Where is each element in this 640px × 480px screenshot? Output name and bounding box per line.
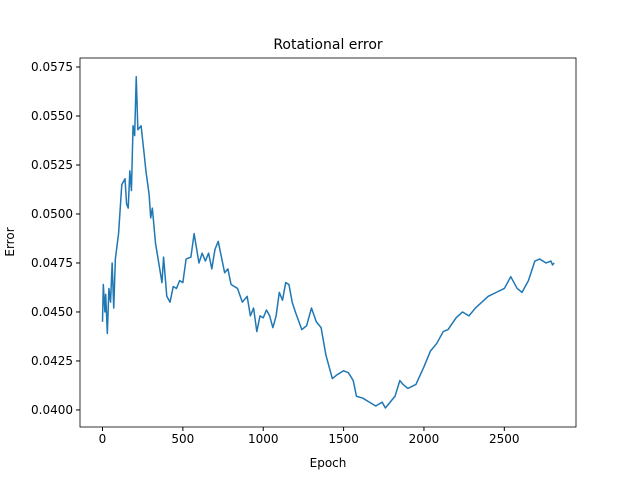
y-tick-label: 0.0500 (31, 207, 73, 221)
y-tick-label: 0.0425 (31, 354, 73, 368)
y-axis-label: Error (3, 227, 17, 256)
x-tick-label: 2000 (409, 432, 440, 446)
chart-title: Rotational error (273, 37, 383, 53)
x-tick-label: 500 (171, 432, 194, 446)
x-axis-label: Epoch (310, 456, 347, 470)
x-tick-label: 1500 (328, 432, 359, 446)
x-tick-label: 0 (99, 432, 107, 446)
y-tick-label: 0.0450 (31, 305, 73, 319)
data-line (101, 76, 555, 409)
x-tick-label: 2500 (489, 432, 520, 446)
y-tick-label: 0.0525 (31, 158, 73, 172)
y-tick-label: 0.0400 (31, 403, 73, 417)
plot-frame (79, 57, 577, 428)
y-tick-label: 0.0475 (31, 256, 73, 270)
y-tick-label: 0.0575 (31, 60, 73, 74)
x-tick-label: 1000 (248, 432, 279, 446)
y-tick-label: 0.0550 (31, 109, 73, 123)
